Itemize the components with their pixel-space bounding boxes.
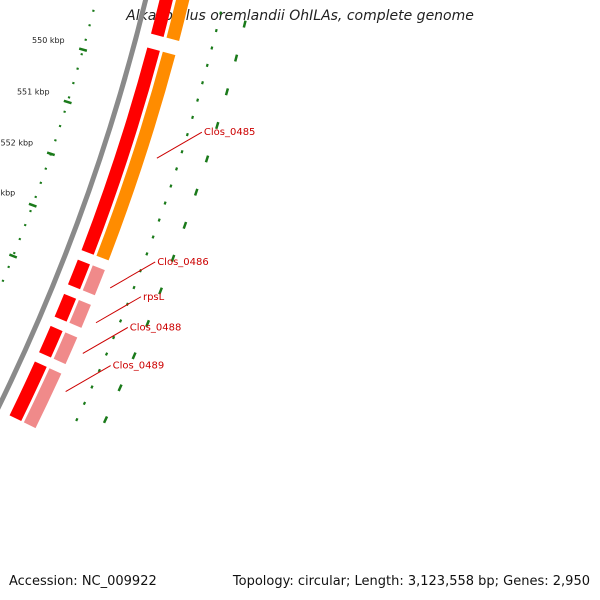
gene-feature <box>96 51 176 261</box>
backbone-ring <box>0 0 149 410</box>
tick-label: 552 kbp <box>1 138 34 147</box>
major-tick-mark <box>8 253 18 259</box>
accession-text: Accession: NC_009922 <box>9 574 157 589</box>
gene-label: rpsL <box>143 292 165 303</box>
gene-label: Clos_0488 <box>130 322 182 333</box>
gene-label: Clos_0489 <box>113 361 165 372</box>
cds-feature <box>54 293 77 322</box>
cds-feature <box>81 47 160 255</box>
major-tick-mark <box>78 47 88 52</box>
cds-feature <box>9 361 47 422</box>
cds-feature <box>39 325 63 358</box>
major-tick-mark <box>28 202 37 208</box>
cds-feature <box>151 0 173 37</box>
gene-feature <box>69 299 91 328</box>
tick-label: 553 kbp <box>0 189 15 198</box>
major-tick-mark <box>46 151 56 157</box>
gene-label: Clos_0485 <box>204 127 256 138</box>
gene-feature <box>82 265 105 296</box>
tick-label: 551 kbp <box>17 87 50 96</box>
gene-feature <box>23 368 62 429</box>
label-layer: Clos_0485 Clos_0486 rpsL Clos_0488 Clos_0489 <box>65 127 256 393</box>
gene-leader-line <box>95 296 142 324</box>
gene-label: Clos_0486 <box>157 257 209 268</box>
gene-feature <box>53 332 78 365</box>
gene-feature <box>166 0 190 41</box>
map-title: Alkaliphilus oremlandii OhILAs, complete… <box>126 8 474 24</box>
major-tick-mark <box>63 99 72 105</box>
gene-leader-line <box>109 261 156 289</box>
tick-label: 550 kbp <box>32 36 65 45</box>
feature-track-layer <box>0 0 190 429</box>
gene-leader-line <box>156 131 203 159</box>
gene-leader-line <box>82 327 129 354</box>
cds-feature <box>67 259 90 290</box>
genome-summary-text: Topology: circular; Length: 3,123,558 bp… <box>232 574 590 589</box>
gene-leader-line <box>65 365 111 393</box>
